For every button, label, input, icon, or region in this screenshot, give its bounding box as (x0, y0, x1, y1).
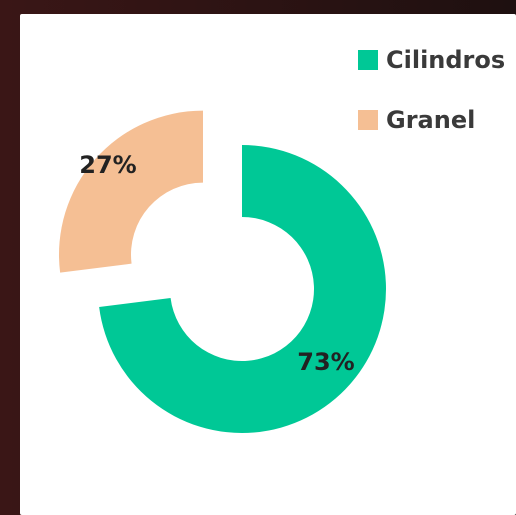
legend-item-cilindros: Cilindros (358, 44, 505, 76)
legend-label-granel: Granel (386, 106, 476, 134)
legend: Cilindros Granel (358, 44, 505, 164)
slice-granel (58, 110, 203, 273)
legend-label-cilindros: Cilindros (386, 46, 506, 74)
slice-cilindros (99, 145, 386, 433)
data-label-cilindros: 73% (297, 348, 354, 376)
data-label-granel: 27% (79, 151, 136, 179)
legend-item-granel: Granel (358, 104, 505, 136)
legend-swatch-cilindros (358, 50, 378, 70)
legend-swatch-granel (358, 110, 378, 130)
